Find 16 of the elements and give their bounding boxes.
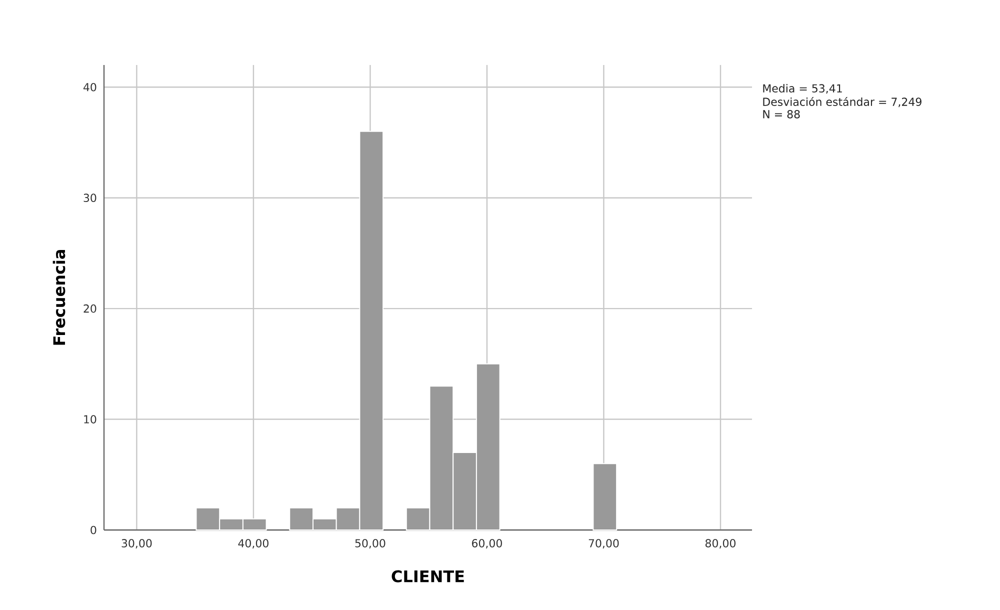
- y-tick-label: 10: [84, 415, 96, 424]
- y-axis-title: Frecuencia: [52, 250, 66, 345]
- y-tick-label: 40: [83, 82, 96, 92]
- text: Media = 53,41: [763, 84, 842, 94]
- text: N = 88: [763, 110, 800, 118]
- x-tick-label: 60,00: [472, 539, 502, 549]
- y-tick-label: 30: [84, 194, 96, 202]
- x-tick-label: 40,00: [238, 539, 268, 549]
- x-axis-title: CLIENTE: [392, 570, 464, 582]
- y-tick-label: 0: [90, 526, 96, 534]
- x-tick-label: 70,00: [588, 539, 619, 549]
- text: Desviación estándar = 7,249: [763, 97, 922, 108]
- y-tick-label: 20: [84, 304, 96, 313]
- x-tick-label: 30,00: [122, 539, 152, 549]
- x-tick-label: 50,00: [355, 539, 386, 549]
- x-tick-label: 80,00: [705, 539, 736, 549]
